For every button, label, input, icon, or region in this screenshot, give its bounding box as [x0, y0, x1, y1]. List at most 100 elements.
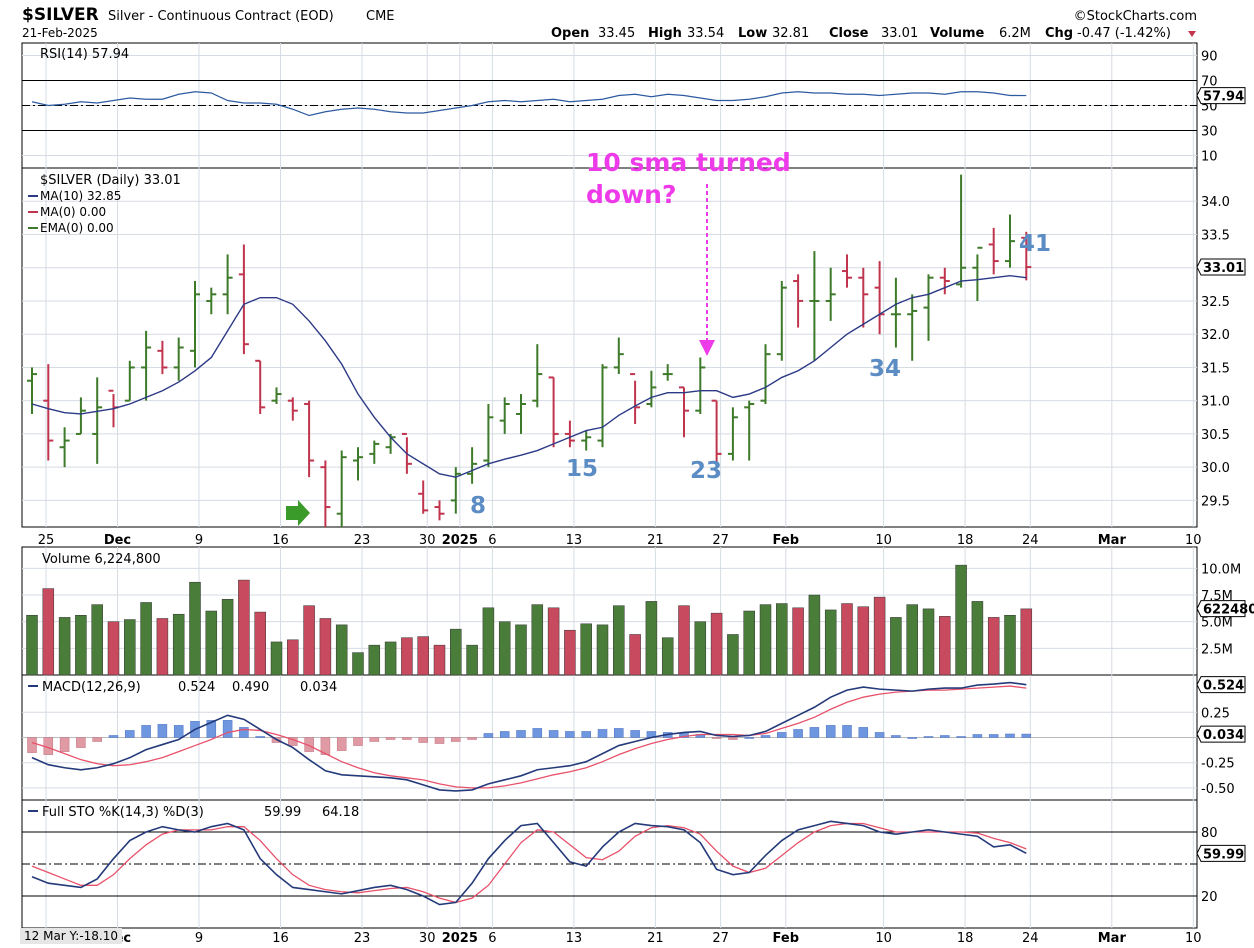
macd-histogram-bar [336, 737, 347, 751]
x-axis-label: 13 [566, 533, 583, 548]
price-value-badge: 33.01 [1196, 258, 1246, 276]
volume-bar [613, 605, 625, 676]
macd-histogram-bar [516, 730, 526, 738]
volume-bar [596, 624, 609, 676]
macd-histogram-bar [744, 737, 754, 739]
volume-legend: Volume 6,224,800 [42, 552, 161, 567]
volume-label: Volume [930, 26, 985, 41]
stockcharts-brand: ©StockCharts.com [1074, 9, 1197, 24]
volume-bar [515, 624, 527, 676]
macd-histogram-bar [239, 727, 249, 738]
volume-bar [466, 644, 478, 676]
volume-bar [238, 579, 250, 676]
contract-description: Silver - Continuous Contract (EOD) [108, 9, 334, 24]
close-label: Close [829, 26, 869, 41]
macd-histogram-bar [1005, 733, 1015, 738]
ma0-legend: MA(0) 0.00 [40, 205, 106, 219]
macd-histogram-bar [777, 732, 787, 738]
macd-series [27, 681, 1032, 792]
macd-value-badge-text: 0.524 [1203, 679, 1244, 694]
rsi-legend: RSI(14) 57.94 [40, 47, 129, 62]
macd-histogram-bar [923, 736, 934, 738]
price-legend: $SILVER (Daily) 33.01 MA(10) 32.85 MA(0)… [28, 173, 181, 235]
volume-bar [939, 616, 951, 676]
volume-bar [91, 604, 103, 676]
x-axis-label: 10 [1185, 533, 1202, 548]
volume-bar [270, 641, 283, 676]
macd-histogram-bar [434, 737, 445, 744]
volume-series [26, 564, 1033, 676]
x-axis-label-bottom: 30 [419, 931, 436, 946]
chart-date: 21-Feb-2025 [22, 26, 98, 40]
ma10-legend: MA(10) 32.85 [40, 189, 121, 203]
price-value-badge-frame [1196, 258, 1246, 276]
macd-histogram-bar [483, 733, 494, 738]
sto-series [31, 820, 1027, 906]
volume-bar [1004, 615, 1016, 676]
macd-histogram-bar [173, 725, 184, 738]
y-axis-tick: 30.0 [1201, 461, 1230, 476]
count-15-label: 15 [566, 456, 598, 482]
macd-histogram-bar [255, 736, 265, 738]
volume-bar [710, 612, 723, 676]
sto-legend: Full STO %K(14,3) %D(3) 59.99 64.18 [28, 805, 359, 820]
volume-bar [205, 610, 218, 676]
volume-bar [531, 604, 544, 676]
x-axis-label-bottom: 10 [1185, 931, 1202, 946]
volume-bar [824, 609, 837, 676]
volume-value-badge-frame [1196, 600, 1246, 618]
count-8-label: 8 [470, 493, 486, 519]
macd-label: MACD(12,26,9) [42, 680, 141, 695]
annotation-arrow-icon [699, 340, 715, 356]
volume-bar [58, 617, 71, 676]
x-axis-label-bottom: 27 [712, 931, 729, 946]
volume-value: 6.2M [999, 26, 1031, 41]
macd-hist-value: 0.034 [300, 680, 337, 695]
x-axis-label: 16 [272, 533, 289, 548]
volume-bar [172, 613, 185, 676]
volume-bar [694, 621, 707, 676]
macd-histogram-bar [972, 734, 983, 738]
volume-bar [319, 618, 332, 676]
y-axis-tick: 2.5M [1201, 642, 1233, 657]
volume-bar [287, 639, 299, 676]
sto-value-badge: 59.99 [1196, 844, 1246, 862]
volume-bar [303, 605, 315, 676]
y-axis-tick: 10.0M [1201, 562, 1241, 577]
macd-histogram-bar [614, 728, 624, 738]
x-axis-label-bottom: 2025 [442, 931, 478, 946]
macd-histogram-bar [874, 732, 885, 738]
chg-label: Chg [1045, 26, 1073, 41]
x-axis-label: 18 [957, 533, 974, 548]
macd-histogram-bar [108, 735, 119, 738]
y-axis-tick: 30.5 [1201, 428, 1230, 443]
macd-histogram-bar [320, 737, 331, 755]
macd-value: 0.524 [178, 680, 215, 695]
y-axis-tick: 31.0 [1201, 395, 1230, 410]
macd-line [31, 681, 1027, 792]
rsi-value-badge-frame [1196, 87, 1246, 105]
x-axis-label: 9 [195, 533, 203, 548]
ma10-line [31, 274, 1027, 478]
volume-bar [645, 601, 658, 676]
y-axis-tick: 0.25 [1201, 706, 1230, 721]
price-series [27, 174, 1032, 527]
volume-bar [564, 629, 576, 676]
count-23-label: 23 [690, 458, 722, 484]
close-value: 33.01 [881, 26, 918, 41]
volume-bar [401, 637, 413, 676]
macd-histogram-bar [711, 737, 722, 739]
macd-signal-line [31, 685, 1027, 789]
y-axis-tick: -0.25 [1201, 757, 1235, 772]
macd-histogram-bar [418, 737, 428, 743]
price-value-badge-text: 33.01 [1203, 261, 1244, 276]
macd-histogram-bar [565, 731, 575, 738]
macd-histogram-bar [809, 727, 820, 738]
x-axis-label: 25 [38, 533, 55, 548]
macd-histogram-bar [858, 727, 869, 738]
volume-bar [547, 607, 560, 676]
macd-histogram-bar [385, 737, 396, 740]
x-axis-label-bottom: 18 [957, 931, 974, 946]
macd-signal-value: 0.490 [232, 680, 269, 695]
